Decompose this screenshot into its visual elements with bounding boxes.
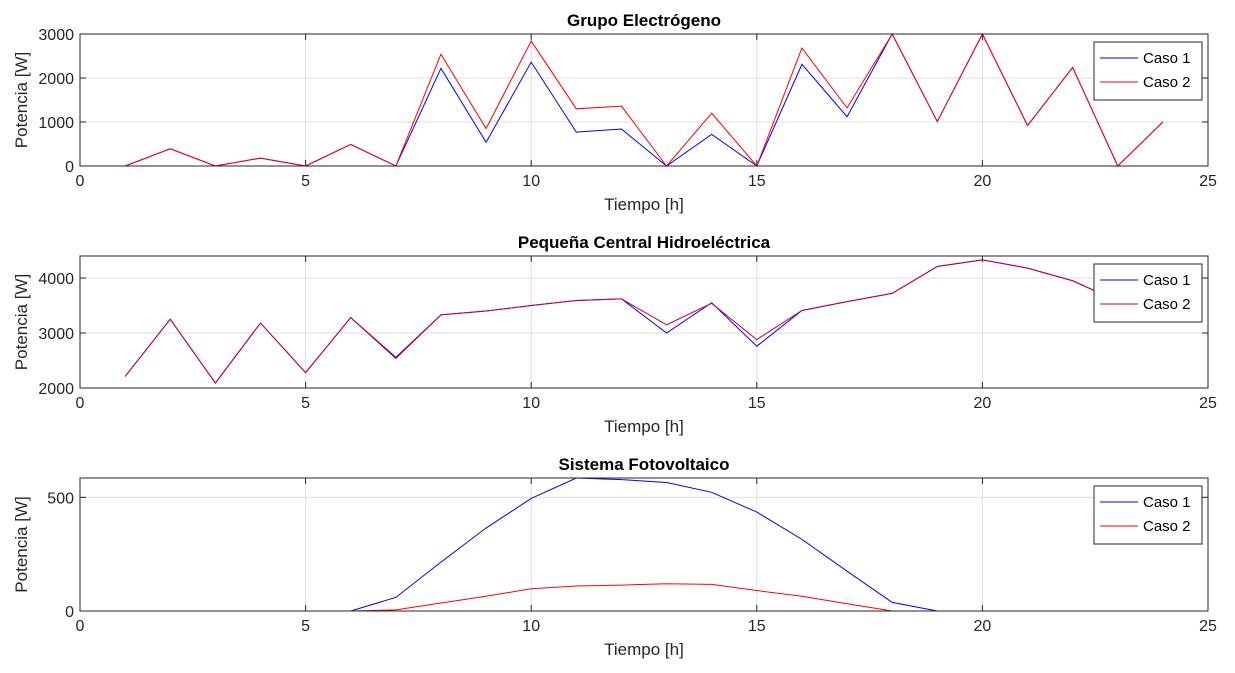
- legend-label: Caso 1: [1143, 50, 1191, 67]
- x-tick-label: 20: [974, 173, 992, 190]
- x-tick-label: 25: [1199, 618, 1217, 635]
- axes-box: [79, 477, 1209, 612]
- legend: Caso 1 Caso 2: [1093, 41, 1203, 101]
- legend: Caso 1 Caso 2: [1093, 485, 1203, 545]
- y-tick-label: 2000: [38, 381, 74, 398]
- x-tick-label: 20: [974, 395, 992, 412]
- y-axis-label: Potencia [W]: [12, 496, 31, 592]
- x-tick-label: 10: [522, 173, 540, 190]
- x-tick-label: 5: [301, 173, 310, 190]
- y-tick-label: 3000: [38, 27, 74, 44]
- y-tick-label: 0: [65, 159, 74, 176]
- y-axis-label: Potencia [W]: [12, 52, 31, 148]
- chart-title: Sistema Fotovoltaico: [559, 455, 730, 474]
- x-tick-label: 10: [522, 395, 540, 412]
- x-tick-label: 15: [748, 395, 766, 412]
- axes-box: [79, 255, 1209, 389]
- x-tick-label: 25: [1199, 173, 1217, 190]
- plot-area: [80, 34, 1208, 166]
- chart-title: Pequeña Central Hidroeléctrica: [518, 233, 771, 252]
- legend-box: [1093, 41, 1203, 101]
- legend: Caso 1 Caso 2: [1093, 263, 1203, 323]
- legend-box: [1093, 485, 1203, 545]
- series-line-caso-2: [124, 33, 1164, 167]
- subplot-3: 0 5 10 15 20 25 0 500 Sistema Fotovoltaico Tiempo…: [12, 455, 1217, 659]
- x-axis-label: Tiempo [h]: [604, 640, 684, 659]
- x-axis-label: Tiempo [h]: [604, 195, 684, 214]
- x-tick-label: 5: [301, 618, 310, 635]
- x-tick-label: 25: [1199, 395, 1217, 412]
- x-tick-label: 0: [76, 173, 85, 190]
- x-tick-label: 15: [748, 618, 766, 635]
- x-axis-label: Tiempo [h]: [604, 417, 684, 436]
- y-tick-label: 500: [47, 490, 74, 507]
- legend-label: Caso 1: [1143, 272, 1191, 289]
- y-tick-label: 0: [65, 604, 74, 621]
- axes-box: [79, 33, 1209, 167]
- x-tick-label: 10: [522, 618, 540, 635]
- legend-label: Caso 2: [1143, 74, 1191, 91]
- y-tick-label: 4000: [38, 271, 74, 288]
- legend-label: Caso 2: [1143, 296, 1191, 313]
- chart-title: Grupo Electrógeno: [567, 11, 721, 30]
- legend-label: Caso 1: [1143, 494, 1191, 511]
- subplot-1: 0 5 10 15 20 25 0 1000 2000 3000 Grupo Electrógeno…: [12, 11, 1217, 214]
- x-tick-label: 0: [76, 395, 85, 412]
- y-tick-label: 1000: [38, 115, 74, 132]
- legend-label: Caso 2: [1143, 518, 1191, 535]
- plot-area: [80, 256, 1208, 388]
- plot-area: [80, 478, 1208, 611]
- x-tick-label: 5: [301, 395, 310, 412]
- series-line-caso-2: [124, 259, 1164, 384]
- y-axis-label: Potencia [W]: [12, 274, 31, 370]
- y-tick-label: 2000: [38, 71, 74, 88]
- x-tick-label: 15: [748, 173, 766, 190]
- x-tick-label: 0: [76, 618, 85, 635]
- subplot-2: 0 5 10 15 20 25 2000 3000 4000 Pequeña Central Hi…: [12, 233, 1217, 436]
- x-tick-label: 20: [974, 618, 992, 635]
- y-tick-label: 3000: [38, 326, 74, 343]
- legend-box: [1093, 263, 1203, 323]
